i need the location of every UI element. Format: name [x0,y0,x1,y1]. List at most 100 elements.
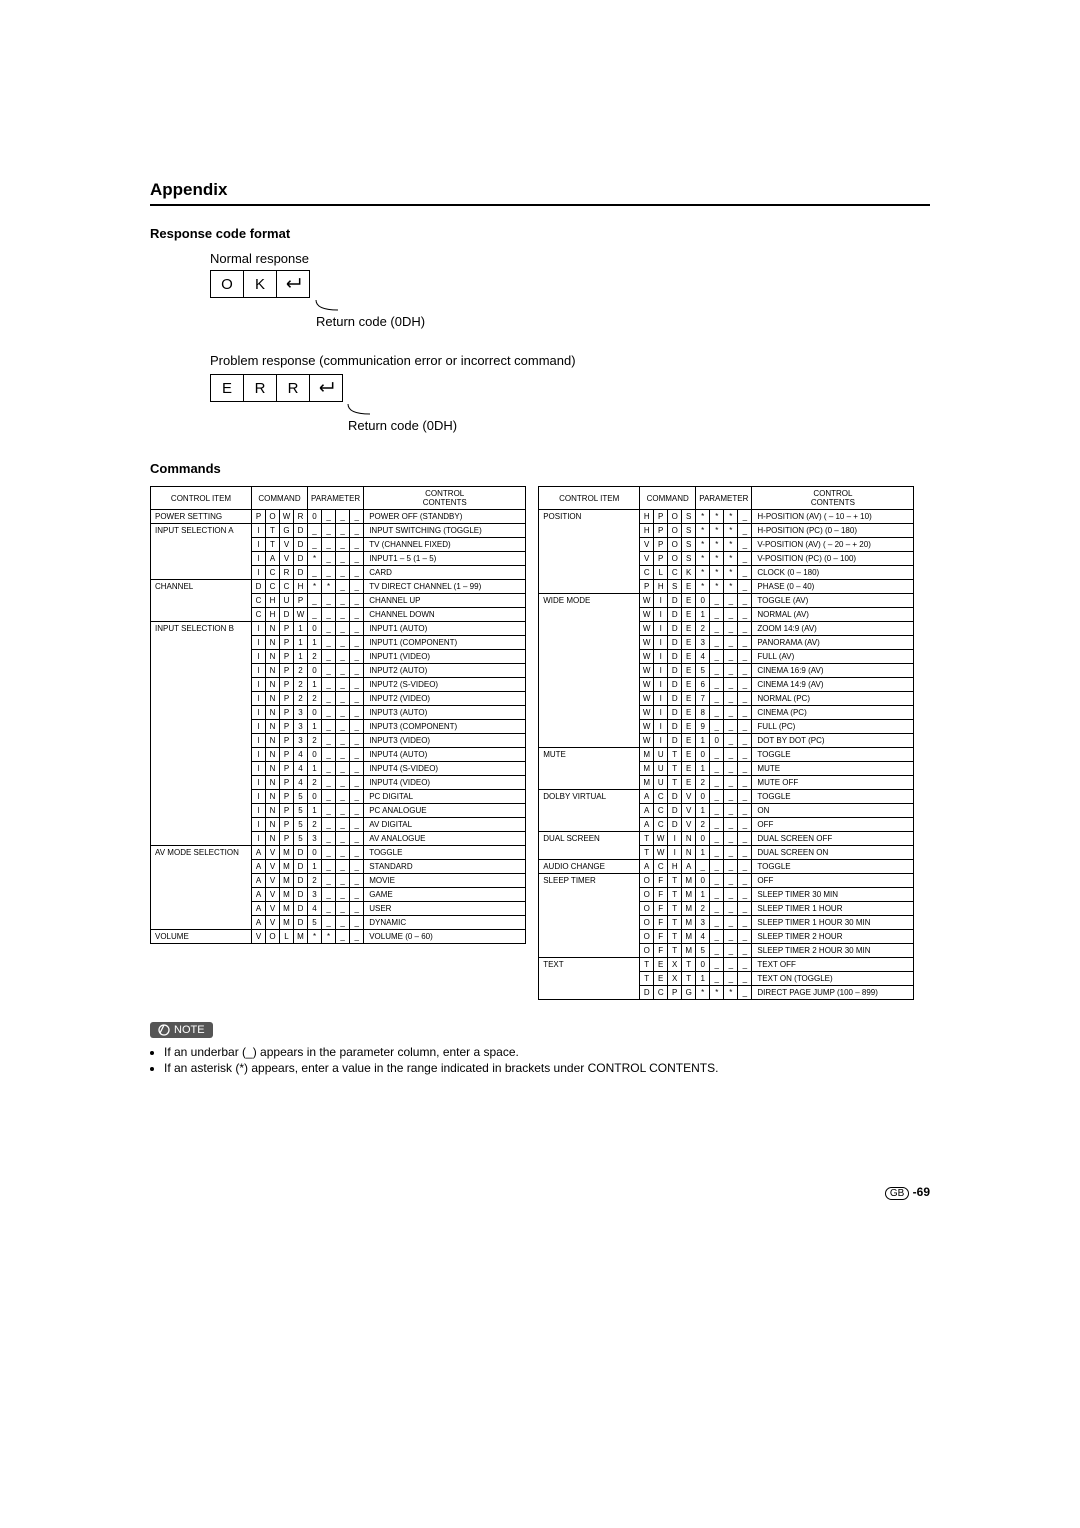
char-cell: O [668,538,682,552]
char-cell: 1 [308,860,322,874]
command-row: VOLUMEVOLM**__VOLUME (0 – 60) [151,930,526,944]
char-cell: I [252,538,266,552]
char-cell: _ [724,720,738,734]
char-cell: _ [738,916,752,930]
char-cell: M [294,930,308,944]
char-cell: C [668,566,682,580]
char-cell: _ [322,650,336,664]
char-cell: O [640,888,654,902]
char-cell: _ [322,538,336,552]
control-contents-cell: CHANNEL DOWN [364,608,526,622]
char-cell: 1 [696,972,710,986]
control-contents-cell: PANORAMA (AV) [752,636,914,650]
char-cell: _ [336,510,350,524]
char-cell: T [668,944,682,958]
char-cell: T [668,748,682,762]
char-cell: D [668,594,682,608]
char-cell: D [294,846,308,860]
char-cell: _ [322,622,336,636]
char-cell: I [654,692,668,706]
char-cell: E [682,580,696,594]
char-cell: U [280,594,294,608]
char-cell: * [710,524,724,538]
char-cell: _ [350,874,364,888]
control-contents-cell: INPUT1 (AUTO) [364,622,526,636]
char-cell: 2 [294,664,308,678]
command-row: DUAL SCREENTWIN0___DUAL SCREEN OFF [539,832,914,846]
char-cell: D [668,720,682,734]
char-cell: 3 [308,888,322,902]
char-cell: C [280,580,294,594]
char-cell: P [294,594,308,608]
char-cell: D [668,706,682,720]
char-cell: 2 [294,678,308,692]
char-cell: V [266,860,280,874]
char-cell: W [640,678,654,692]
char-cell: V [640,538,654,552]
char-cell: _ [322,594,336,608]
char-cell: _ [738,804,752,818]
char-cell: _ [710,608,724,622]
char-cell: E [682,622,696,636]
char-cell: _ [710,678,724,692]
char-cell: E [682,692,696,706]
char-cell: D [668,650,682,664]
command-row: INPUT SELECTION AITGD____INPUT SWITCHING… [151,524,526,538]
char-cell: D [294,888,308,902]
problem-response-block: E R R Return code (0DH) [210,374,930,433]
char-cell: P [668,986,682,1000]
char-cell: D [294,916,308,930]
char-cell: _ [738,650,752,664]
char-cell: D [668,804,682,818]
char-cell: 1 [308,804,322,818]
control-contents-cell: NORMAL (AV) [752,608,914,622]
char-cell: _ [322,888,336,902]
char-cell: D [294,552,308,566]
char-cell: _ [710,930,724,944]
char-cell: I [654,706,668,720]
char-cell: T [668,916,682,930]
char-cell: 7 [696,692,710,706]
char-cell: _ [322,706,336,720]
char-cell: 0 [696,958,710,972]
char-cell: M [640,776,654,790]
th-control-item: CONTROL ITEM [151,487,252,510]
char-cell: _ [322,524,336,538]
control-contents-cell: TEXT OFF [752,958,914,972]
char-cell: A [640,860,654,874]
control-contents-cell: ZOOM 14:9 (AV) [752,622,914,636]
char-cell: T [668,930,682,944]
char-cell: E [682,720,696,734]
char-cell: I [668,846,682,860]
char-cell: _ [738,608,752,622]
control-contents-cell: INPUT4 (S-VIDEO) [364,762,526,776]
control-contents-cell: CARD [364,566,526,580]
char-cell: _ [350,510,364,524]
char-cell: _ [710,846,724,860]
control-contents-cell: VOLUME (0 – 60) [364,930,526,944]
char-cell: 3 [294,720,308,734]
control-contents-cell: INPUT4 (VIDEO) [364,776,526,790]
control-contents-cell: STANDARD [364,860,526,874]
char-cell: _ [336,692,350,706]
char-cell: T [640,972,654,986]
char-cell: M [640,762,654,776]
control-item-cell: AV MODE SELECTION [151,846,252,930]
char-cell: * [696,986,710,1000]
control-contents-cell: DIRECT PAGE JUMP (100 – 899) [752,986,914,1000]
char-cell: * [696,510,710,524]
return-code-line: Return code (0DH) [310,300,930,329]
char-cell: _ [738,860,752,874]
char-cell: T [668,888,682,902]
control-contents-cell: OFF [752,874,914,888]
char-cell: * [322,930,336,944]
char-cell: _ [738,986,752,1000]
control-contents-cell: INPUT1 (VIDEO) [364,650,526,664]
char-cell: _ [336,804,350,818]
char-cell: N [266,636,280,650]
char-cell: _ [738,594,752,608]
char-cell: N [266,790,280,804]
char-cell: _ [336,748,350,762]
char-cell: D [668,636,682,650]
control-contents-cell: MOVIE [364,874,526,888]
